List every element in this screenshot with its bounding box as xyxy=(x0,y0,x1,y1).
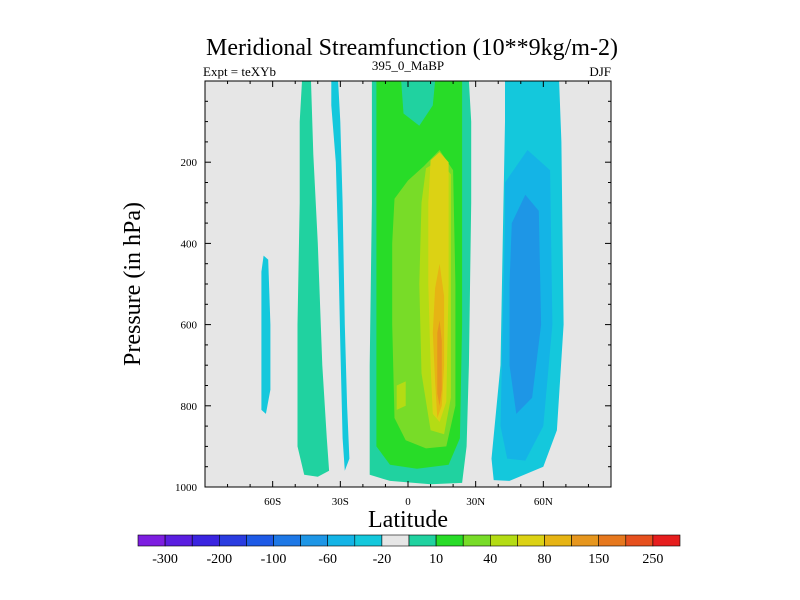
contour-region-0 xyxy=(297,81,330,477)
x-tick-label: 30S xyxy=(332,496,349,508)
x-tick-label: 30N xyxy=(466,496,485,508)
y-tick-label: 400 xyxy=(181,238,198,250)
y-tick-label: 1000 xyxy=(175,482,198,494)
colorbar-label: -60 xyxy=(318,552,337,567)
colorbar-label: 250 xyxy=(642,552,663,567)
colorbar-box xyxy=(462,534,491,547)
x-tick-label: 60N xyxy=(534,496,553,508)
colorbar-box xyxy=(137,534,166,547)
colorbar-box xyxy=(408,534,437,547)
axis-tick-labels: 200 400 600 800 1000 60S 30S 0 30N 60N xyxy=(175,157,553,508)
colorbar-box xyxy=(354,534,383,547)
colorbar-box xyxy=(571,534,599,547)
plot-frame xyxy=(204,80,612,488)
y-tick-label: 800 xyxy=(181,401,198,413)
x-tick-label: 0 xyxy=(405,496,411,508)
subtitle-right: DJF xyxy=(589,64,611,79)
x-axis-label: Latitude xyxy=(368,507,448,533)
colorbar-label: 150 xyxy=(588,552,609,567)
colorbar-box xyxy=(246,534,274,547)
contour-fill-layer xyxy=(261,81,564,485)
colorbar-box xyxy=(625,534,654,547)
colorbar-box xyxy=(300,534,329,547)
contour-region-7 xyxy=(396,381,406,410)
colorbar-box xyxy=(219,534,247,547)
colorbar-box xyxy=(191,534,220,547)
colorbar: -300 -200 -100 -60 -20 10 40 80 150 250 xyxy=(137,534,681,567)
colorbar-box xyxy=(652,534,681,547)
contour-region-1 xyxy=(261,255,271,414)
x-tick-label: 60S xyxy=(264,496,281,508)
colorbar-label: 10 xyxy=(429,552,443,567)
contour-region-13 xyxy=(509,194,542,414)
contour-region-10 xyxy=(437,320,442,406)
colorbar-label: -20 xyxy=(373,552,392,567)
y-tick-label: 600 xyxy=(181,320,198,332)
chart-title: Meridional Streamfunction (10**9kg/m-2) xyxy=(206,35,618,61)
colorbar-label: -100 xyxy=(261,552,287,567)
colorbar-box xyxy=(517,534,545,547)
subtitle-center: 395_0_MaBP xyxy=(372,58,444,73)
subtitle-left: Expt = teXYb xyxy=(203,64,276,79)
colorbar-box xyxy=(273,534,301,547)
colorbar-label: -200 xyxy=(206,552,232,567)
colorbar-box xyxy=(435,534,464,547)
y-tick-label: 200 xyxy=(181,157,198,169)
colorbar-label: 40 xyxy=(483,552,497,567)
colorbar-box xyxy=(327,534,356,547)
colorbar-label: -300 xyxy=(152,552,178,567)
colorbar-box xyxy=(164,534,193,547)
colorbar-box xyxy=(489,534,518,547)
contour-region-2 xyxy=(331,81,350,471)
colorbar-box xyxy=(544,534,572,547)
y-axis-label: Pressure (in hPa) xyxy=(120,202,146,366)
colorbar-box xyxy=(598,534,627,547)
colorbar-box xyxy=(381,534,410,547)
colorbar-label: 80 xyxy=(538,552,552,567)
